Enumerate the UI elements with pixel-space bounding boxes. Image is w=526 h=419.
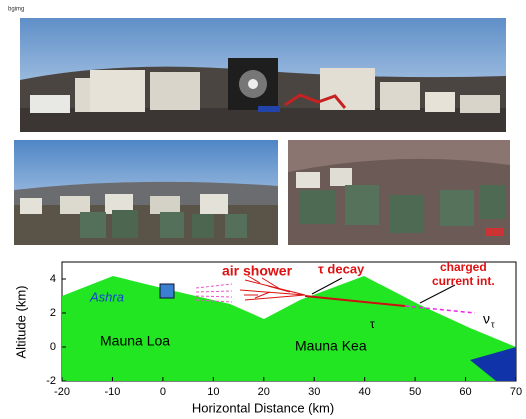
light-rays: [195, 283, 233, 303]
label-ashra: Ashra: [89, 289, 124, 304]
terrain: [62, 276, 516, 381]
arrow: [419, 284, 456, 304]
y-tick-label: 2: [50, 307, 56, 319]
tau-track: [304, 295, 406, 307]
y-tick-label: -2: [46, 375, 56, 387]
x-axis-label: Horizontal Distance (km): [192, 400, 334, 415]
x-tick-label: 50: [409, 386, 421, 398]
label-current: current int.: [432, 274, 495, 288]
x-tick-label: -10: [104, 386, 120, 398]
diagram: Ashra Mauna Loa Mauna Kea air shower τ d…: [13, 260, 522, 415]
label-nu-sub: τ: [491, 319, 495, 329]
ashra-detector: [159, 283, 175, 299]
arrow: [311, 277, 343, 295]
x-tick-label: 60: [459, 386, 471, 398]
air-shower-lines: [239, 275, 306, 301]
header-label: bgimg: [8, 7, 24, 13]
label-tau: τ: [370, 317, 375, 331]
neutrino-track: [404, 305, 476, 314]
label-mauna-kea: Mauna Kea: [295, 338, 367, 354]
label-mauna-loa: Mauna Loa: [100, 333, 170, 349]
label-charged: charged: [440, 260, 487, 274]
x-tick-label: 0: [160, 386, 166, 398]
x-tick-label: 30: [308, 386, 320, 398]
ocean: [470, 347, 516, 381]
label-tau-decay: τ decay: [318, 261, 365, 276]
x-tick-label: 40: [359, 386, 371, 398]
photo-left: [14, 140, 278, 245]
x-tick-label: 20: [258, 386, 270, 398]
label-air-shower: air shower: [222, 263, 293, 279]
x-tick-label: -20: [54, 386, 70, 398]
y-axis-label: Altitude (km): [13, 286, 28, 359]
label-nu: ν: [483, 311, 490, 327]
y-tick-label: 0: [50, 341, 56, 353]
x-tick-label: 70: [510, 386, 522, 398]
photo-right: [288, 140, 510, 245]
y-tick-label: 4: [50, 273, 56, 285]
photo-top: [20, 18, 506, 132]
x-tick-label: 10: [207, 386, 219, 398]
